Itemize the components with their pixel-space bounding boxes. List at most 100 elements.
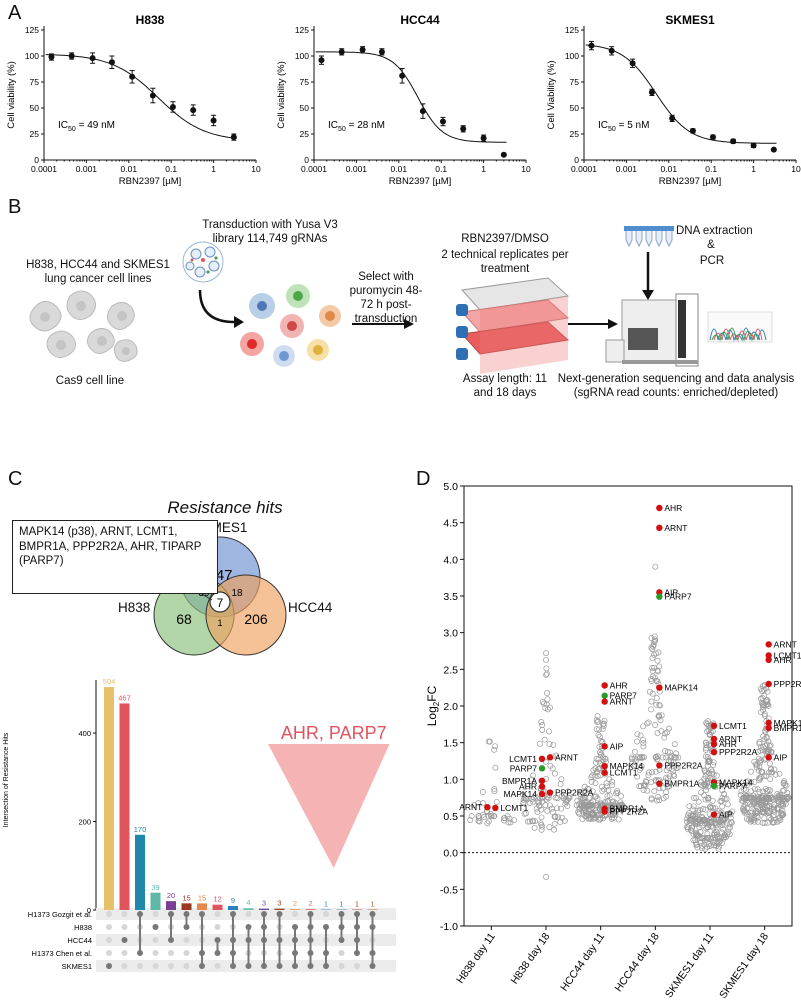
- matrix-dot: [183, 937, 190, 943]
- guide-point: [690, 803, 697, 810]
- guide-point: [645, 769, 652, 776]
- guide-point: [593, 726, 600, 733]
- guide-point: [729, 808, 736, 815]
- guide-point: [756, 739, 763, 746]
- bar-value-label: 20: [167, 891, 175, 900]
- guide-point: [757, 774, 764, 781]
- guide-point: [631, 748, 638, 755]
- set-label: HCC44: [67, 936, 92, 945]
- guide-point: [538, 814, 545, 821]
- guide-point: [485, 813, 492, 820]
- guide-point: [708, 766, 715, 773]
- guide-point: [700, 806, 707, 812]
- guide-point: [486, 738, 493, 745]
- data-point: [770, 146, 777, 153]
- guide-point: [650, 643, 657, 650]
- guide-point: [585, 806, 592, 813]
- guide-point: [596, 733, 603, 740]
- guide-point: [651, 788, 658, 795]
- dose-response-chart-h838: H838 0 25 50 75 100 125 0.0001 0.001 0.01 0.1 1 10 RB…: [6, 13, 261, 187]
- y-axis-label: Intersection of Resistance Hits: [3, 732, 10, 827]
- guide-point: [760, 788, 766, 795]
- highlight-label: ARNT: [610, 697, 633, 707]
- guide-point: [662, 748, 669, 754]
- guide-point: [597, 800, 604, 807]
- y-tick-label: 1.0: [443, 774, 458, 786]
- bar-value-label: 170: [134, 825, 147, 834]
- guide-point: [596, 765, 603, 772]
- guide-point: [764, 701, 770, 708]
- guide-point: [757, 685, 764, 692]
- guide-point: [702, 796, 709, 803]
- guide-point: [599, 726, 606, 733]
- guide-point: [753, 798, 760, 805]
- guide-point: [666, 783, 673, 790]
- guide-point: [670, 768, 677, 775]
- y-tick-label: 0: [574, 155, 579, 165]
- matrix-dot: [338, 950, 345, 956]
- guide-point: [665, 775, 672, 782]
- guide-point: [703, 787, 710, 793]
- matrix-dot: [106, 963, 112, 969]
- guide-point: [492, 743, 499, 750]
- guide-point: [663, 775, 669, 782]
- highlight-label: PPP2R2A: [774, 679, 801, 689]
- guide-point: [784, 796, 791, 802]
- guide-point: [704, 843, 711, 850]
- guide-point: [765, 738, 772, 745]
- guide-point: [649, 654, 656, 661]
- guide-point: [714, 833, 721, 840]
- matrix-dot: [121, 937, 128, 943]
- guide-point: [720, 835, 727, 842]
- guide-point: [594, 719, 601, 726]
- guide-point: [761, 687, 767, 693]
- guide-point: [704, 718, 711, 725]
- guide-point: [637, 732, 644, 739]
- guide-point: [774, 819, 781, 826]
- guide-point: [763, 697, 769, 704]
- guide-point: [541, 700, 547, 707]
- ic50-annotation: IC50 = 5 nM: [598, 120, 649, 133]
- guide-point: [597, 737, 604, 744]
- guide-point: [652, 768, 659, 775]
- guide-point: [713, 825, 720, 832]
- guide-point: [741, 782, 748, 789]
- matrix-dot: [323, 911, 329, 917]
- guide-point: [581, 783, 588, 790]
- highlight-label: BMPR1A: [610, 804, 645, 814]
- guide-point: [761, 819, 768, 826]
- guide-point: [687, 812, 694, 819]
- highlight-label: PARP7: [719, 781, 747, 791]
- guide-point: [600, 721, 607, 728]
- data-point: [318, 57, 325, 64]
- set-label: H838: [74, 923, 92, 932]
- guide-point: [710, 759, 717, 766]
- bar-value-label: 12: [213, 895, 221, 904]
- guide-point: [775, 815, 782, 822]
- bar-value-label: 1: [355, 900, 359, 909]
- guide-point: [704, 721, 711, 728]
- guide-point: [649, 668, 656, 674]
- guide-point: [501, 817, 508, 824]
- y-tick-label: 75: [300, 77, 310, 87]
- guide-point: [634, 731, 641, 738]
- highlight-label: MAPK14: [774, 718, 801, 728]
- guide-point: [671, 741, 678, 748]
- guide-point: [695, 807, 701, 814]
- data-point: [480, 135, 487, 142]
- guide-point: [756, 788, 763, 795]
- y-tick-label: 5.0: [443, 481, 458, 493]
- guide-point: [768, 748, 775, 755]
- guide-point: [776, 770, 783, 777]
- matrix-dot: [152, 937, 159, 943]
- data-point: [68, 53, 75, 59]
- guide-point: [539, 798, 545, 805]
- x-tick-label: 0.001: [76, 164, 98, 174]
- y-tick-label: 100: [565, 51, 579, 61]
- x-tick-label: 0.01: [661, 164, 678, 174]
- bar-value-label: 1: [324, 900, 328, 909]
- highlight-point: [710, 782, 718, 790]
- guide-point: [479, 789, 486, 795]
- guide-point: [535, 799, 542, 806]
- guide-point: [468, 813, 475, 820]
